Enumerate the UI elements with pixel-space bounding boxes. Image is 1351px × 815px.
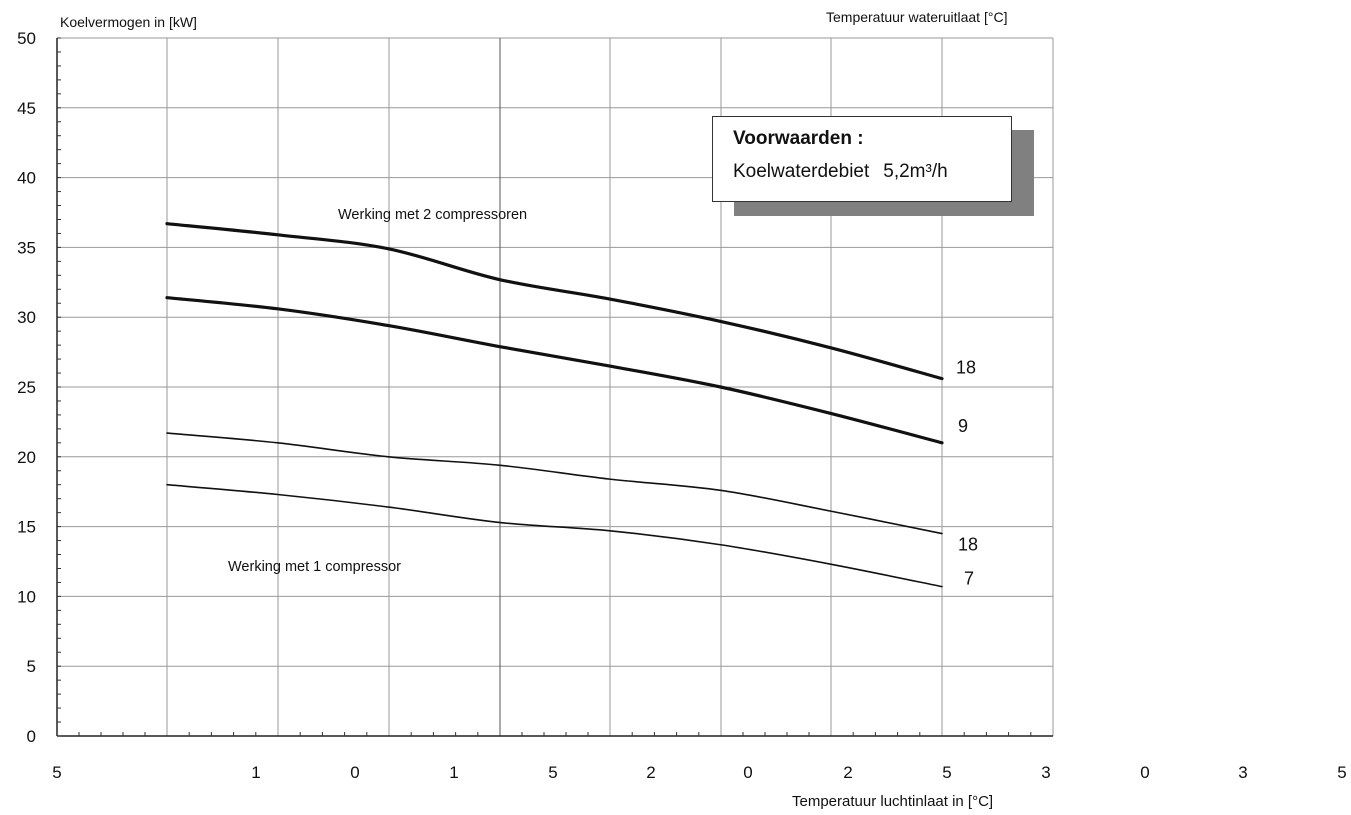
series-lines: 18 9 18 7: [165, 222, 978, 589]
series-line: [165, 296, 944, 445]
secondary-axis-label: Temperatuur wateruitlaat [°C]: [826, 9, 1008, 25]
x-tick-label: 1: [251, 763, 260, 782]
x-tick-label: 5: [52, 763, 61, 782]
y-tick-label: 20: [17, 448, 36, 467]
y-axis-label: Koelvermogen in [kW]: [60, 14, 197, 30]
x-tick-label: 0: [1140, 763, 1149, 782]
y-tick-label: 40: [17, 169, 36, 188]
x-tick-label: 2: [843, 763, 852, 782]
legend-title: Voorwaarden :: [733, 128, 864, 149]
conditions-legend-box: Voorwaarden : Koelwaterdebiet 5,2m³/h: [712, 116, 1012, 202]
x-tick-label: 5: [942, 763, 951, 782]
series-line: [166, 432, 943, 535]
legend-entry: Koelwaterdebiet 5,2m³/h: [733, 161, 948, 183]
y-tick-label: 15: [17, 518, 36, 537]
x-axis-label: Temperatuur luchtinlaat in [°C]: [792, 793, 994, 810]
x-tick-label: 2: [646, 763, 655, 782]
series-end-label: 18: [958, 535, 978, 555]
x-tick-label: 5: [1337, 763, 1346, 782]
y-tick-label: 35: [17, 238, 36, 257]
x-tick-label: 0: [743, 763, 752, 782]
x-tick-label: 3: [1238, 763, 1247, 782]
series-end-label: 9: [958, 416, 968, 436]
y-tick-label: 5: [27, 657, 36, 676]
y-tick-label: 50: [17, 29, 36, 48]
y-tick-label: 30: [17, 308, 36, 327]
series-end-label: 7: [964, 569, 974, 589]
series-line: [165, 222, 944, 381]
legend-value: 5,2m³/h: [883, 161, 948, 182]
series-end-label: 18: [956, 358, 976, 378]
x-tick-label: 3: [1041, 763, 1050, 782]
annotations: Werking met 2 compressoren Werking met 1 …: [228, 207, 527, 575]
y-tick-label: 45: [17, 99, 36, 118]
chart-grid: [56, 37, 1054, 737]
x-tick-label: 1: [449, 763, 458, 782]
y-tick-label: 0: [27, 727, 36, 746]
legend-label: Koelwaterdebiet: [733, 161, 870, 182]
series-line: [166, 483, 943, 588]
x-tick-label: 5: [548, 763, 557, 782]
x-tick-label: 0: [350, 763, 359, 782]
y-tick-label: 10: [17, 587, 36, 606]
y-tick-label: 25: [17, 378, 36, 397]
chart-annotation: Werking met 1 compressor: [228, 559, 401, 575]
chart-annotation: Werking met 2 compressoren: [338, 207, 527, 223]
